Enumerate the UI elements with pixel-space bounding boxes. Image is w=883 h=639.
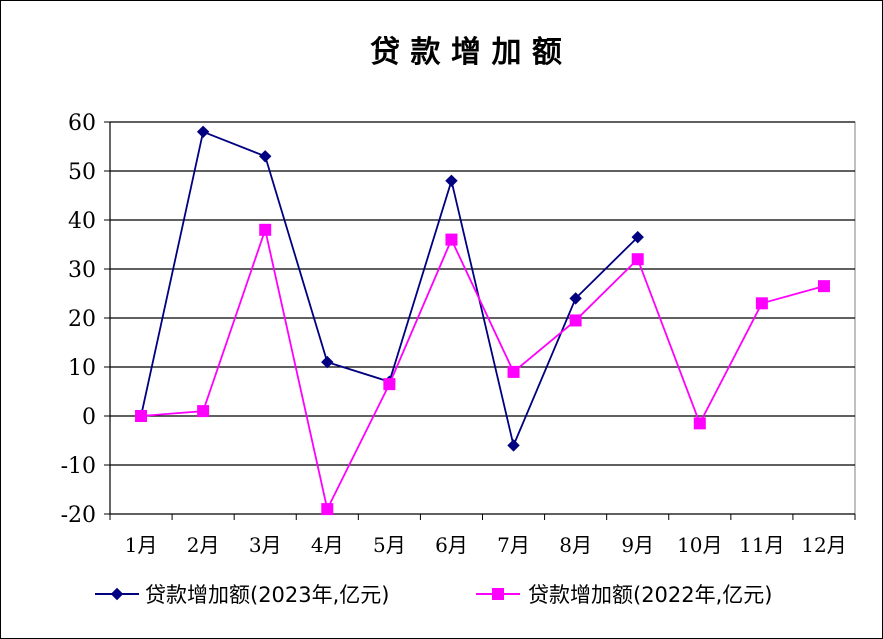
- x-tick-label: 1月: [125, 533, 158, 557]
- y-tick-label: 40: [68, 209, 96, 234]
- data-point: [569, 292, 582, 305]
- chart-title: 贷 款 增 加 额: [370, 35, 562, 70]
- x-tick-label: 2月: [187, 533, 220, 557]
- legend-item-2: 贷款增加额(2022年,亿元): [476, 583, 773, 607]
- x-tick-label: 11月: [739, 533, 784, 557]
- x-tick-label: 3月: [249, 533, 282, 557]
- x-tick-label: 9月: [621, 533, 654, 557]
- series-line: [140, 226, 825, 512]
- y-tick-label: 20: [68, 307, 96, 332]
- y-tick-label: 50: [68, 160, 96, 185]
- data-point: [321, 503, 334, 516]
- legend-marker: [110, 587, 124, 601]
- data-point: [445, 174, 458, 188]
- legend-label: 贷款增加额(2022年,亿元): [528, 583, 773, 607]
- y-tick-label: -20: [61, 503, 96, 528]
- data-point: [631, 230, 644, 244]
- y-tick-label: 10: [68, 356, 96, 381]
- x-tick-label: 6月: [435, 533, 468, 557]
- x-tick-label: 10月: [677, 533, 722, 557]
- x-tick-label: 4月: [311, 533, 344, 557]
- y-tick-label: -10: [61, 454, 96, 479]
- legend-label: 贷款增加额(2023年,亿元): [145, 583, 390, 607]
- data-point: [507, 365, 520, 378]
- data-point: [445, 233, 458, 246]
- y-tick-label: 30: [68, 258, 96, 283]
- data-point: [631, 253, 644, 266]
- x-tick-label: 12月: [801, 533, 846, 557]
- data-point: [135, 410, 148, 422]
- legend-item-1: 贷款增加额(2023年,亿元): [95, 583, 390, 607]
- x-tick-label: 7月: [497, 533, 530, 557]
- data-point: [259, 223, 272, 236]
- legend: 贷款增加额(2023年,亿元) 贷款增加额(2022年,亿元): [95, 583, 773, 607]
- x-tick-label: 8月: [559, 533, 592, 557]
- data-point: [569, 314, 582, 327]
- data-point: [259, 150, 272, 163]
- data-point: [755, 297, 768, 310]
- data-point: [321, 355, 334, 369]
- plot-area: 60 50 40 30 20 10 0 -10 -20 1月 2月 3月 4月 5月 6月 7月 8月 9月 10月…: [61, 111, 856, 557]
- data-point: [197, 405, 210, 418]
- y-tick-label: 0: [82, 405, 96, 430]
- x-tick-label: 5月: [373, 533, 406, 557]
- data-point: [196, 125, 210, 139]
- data-point: [383, 378, 396, 391]
- data-point: [507, 439, 520, 452]
- data-point: [693, 417, 706, 430]
- data-point: [817, 280, 830, 293]
- series-2: [135, 223, 830, 516]
- legend-marker: [492, 588, 504, 600]
- y-tick-label: 60: [68, 111, 96, 136]
